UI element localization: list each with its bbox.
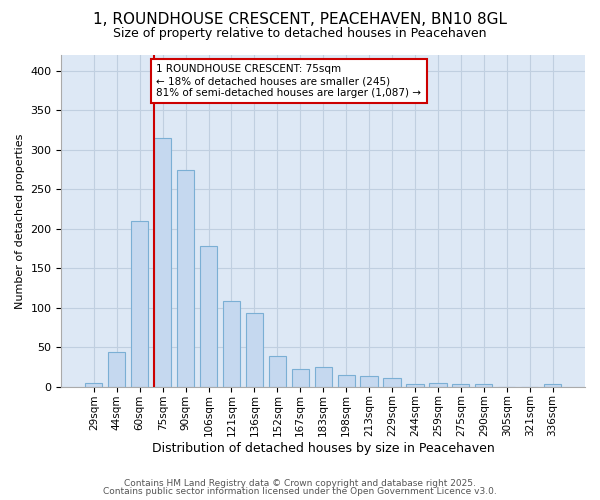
- Bar: [383, 378, 401, 386]
- Bar: [269, 356, 286, 386]
- Bar: [544, 384, 561, 386]
- Text: Contains HM Land Registry data © Crown copyright and database right 2025.: Contains HM Land Registry data © Crown c…: [124, 478, 476, 488]
- Bar: [361, 376, 377, 386]
- Bar: [131, 221, 148, 386]
- Bar: [429, 382, 446, 386]
- Bar: [246, 313, 263, 386]
- Bar: [85, 382, 103, 386]
- Bar: [475, 384, 493, 386]
- X-axis label: Distribution of detached houses by size in Peacehaven: Distribution of detached houses by size …: [152, 442, 494, 455]
- Bar: [177, 170, 194, 386]
- Bar: [452, 384, 469, 386]
- Bar: [338, 375, 355, 386]
- Bar: [406, 384, 424, 386]
- Y-axis label: Number of detached properties: Number of detached properties: [15, 133, 25, 308]
- Bar: [200, 246, 217, 386]
- Text: 1 ROUNDHOUSE CRESCENT: 75sqm
← 18% of detached houses are smaller (245)
81% of s: 1 ROUNDHOUSE CRESCENT: 75sqm ← 18% of de…: [157, 64, 421, 98]
- Bar: [223, 300, 240, 386]
- Bar: [108, 352, 125, 386]
- Bar: [314, 367, 332, 386]
- Text: Contains public sector information licensed under the Open Government Licence v3: Contains public sector information licen…: [103, 487, 497, 496]
- Bar: [292, 368, 309, 386]
- Bar: [154, 138, 171, 386]
- Text: Size of property relative to detached houses in Peacehaven: Size of property relative to detached ho…: [113, 28, 487, 40]
- Text: 1, ROUNDHOUSE CRESCENT, PEACEHAVEN, BN10 8GL: 1, ROUNDHOUSE CRESCENT, PEACEHAVEN, BN10…: [93, 12, 507, 28]
